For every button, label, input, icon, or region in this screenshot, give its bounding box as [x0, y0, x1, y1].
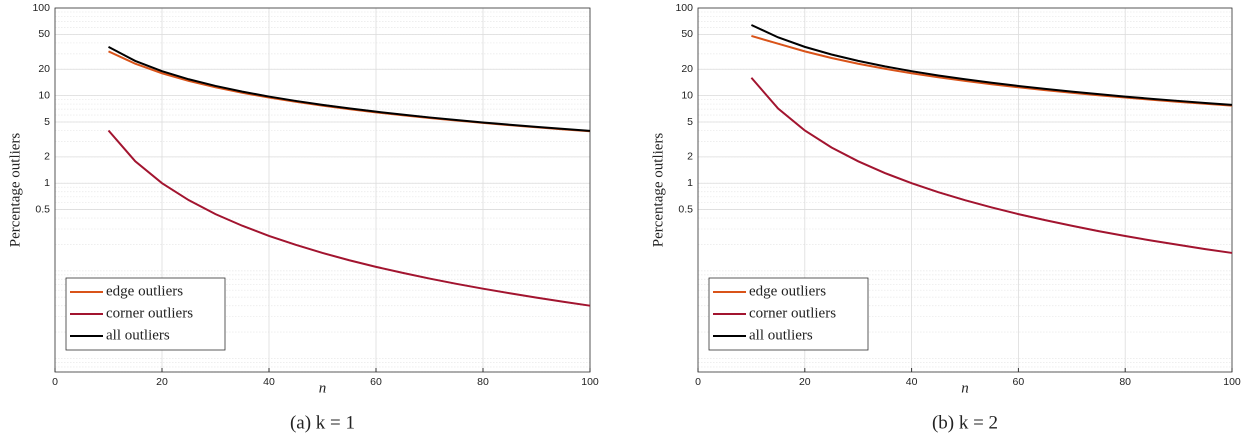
x-axis-label: n	[319, 380, 327, 396]
y-tick-label: 2	[687, 151, 693, 163]
legend-label: corner outliers	[749, 305, 836, 321]
y-axis-label: Percentage outliers	[7, 133, 23, 248]
x-tick-label: 60	[370, 376, 382, 388]
x-tick-label: 0	[52, 376, 58, 388]
legend-label: edge outliers	[749, 283, 826, 299]
y-tick-label: 10	[681, 89, 693, 101]
legend-label: all outliers	[106, 327, 170, 343]
y-tick-label: 5	[687, 116, 693, 128]
x-axis-label: n	[961, 380, 969, 396]
caption: (b) k = 2	[932, 412, 998, 433]
caption: (a) k = 1	[290, 412, 355, 433]
x-tick-label: 100	[581, 376, 599, 388]
x-tick-label: 80	[1119, 376, 1131, 388]
y-tick-label: 5	[44, 116, 50, 128]
y-tick-label: 100	[32, 2, 50, 14]
x-tick-label: 20	[156, 376, 168, 388]
axes-box	[54, 7, 591, 373]
x-tick-label: 40	[263, 376, 275, 388]
line-series	[108, 45, 591, 132]
y-tick-label: 50	[681, 28, 693, 40]
subplot: 0.5 1 2 5 10 20 50 100 0 20 40 60 80 100 edge outliers…	[7, 2, 598, 434]
subplot: 0.5 1 2 5 10 20 50 100 0 20 40 60 80 100 edge outliers…	[650, 2, 1240, 434]
y-tick-label: 1	[44, 177, 50, 189]
y-tick-label: 0.5	[35, 203, 50, 215]
y-tick-label: 20	[38, 63, 50, 75]
line-series	[750, 24, 1233, 106]
legend-label: all outliers	[749, 327, 813, 343]
legend-label: corner outliers	[106, 305, 193, 321]
line-series	[750, 77, 1233, 254]
x-tick-label: 80	[477, 376, 489, 388]
line-series	[107, 129, 591, 307]
legend-label: edge outliers	[106, 283, 183, 299]
y-tick-label: 0.5	[678, 203, 693, 215]
y-tick-label: 20	[681, 63, 693, 75]
y-tick-label: 50	[38, 28, 50, 40]
y-axis-label: Percentage outliers	[650, 133, 666, 248]
y-tick-label: 1	[687, 177, 693, 189]
x-tick-label: 100	[1223, 376, 1241, 388]
x-tick-label: 0	[695, 376, 701, 388]
x-tick-label: 20	[799, 376, 811, 388]
y-tick-label: 2	[44, 151, 50, 163]
x-tick-label: 60	[1013, 376, 1025, 388]
y-tick-label: 100	[675, 2, 693, 14]
x-tick-label: 40	[906, 376, 918, 388]
y-tick-label: 10	[38, 89, 50, 101]
axes-box	[697, 7, 1233, 373]
